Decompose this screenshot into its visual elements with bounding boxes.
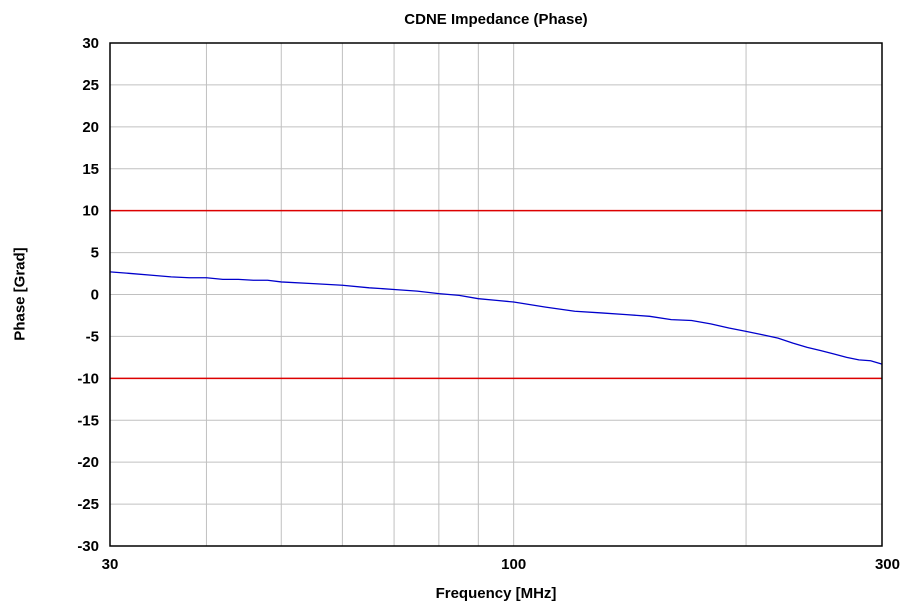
y-tick-label: -30 [77,538,99,555]
y-tick-label: 15 [82,161,99,178]
plot-frame [109,42,883,547]
y-axis-label: Phase [Grad] [11,247,29,341]
chart-title: CDNE Impedance (Phase) [404,11,588,28]
y-tick-label: -25 [77,496,99,513]
x-tick-label: 100 [501,556,526,573]
y-tick-label: 20 [82,119,99,136]
limit-lines [110,209,882,380]
y-tick-label: -10 [77,370,99,387]
data-series [109,271,883,365]
x-tick-label: 30 [102,556,119,573]
phase-series-line [109,271,883,365]
y-tick-label: 0 [91,287,99,304]
x-tick-label: 300 [875,556,900,573]
y-tick-label: -5 [86,328,99,345]
y-tick-label: -15 [77,412,99,429]
y-tick-labels: -30 -25 -20 -15 -10 -5 0 5 10 15 20 25 30 [77,35,99,555]
y-tick-label: 30 [82,35,99,52]
y-tick-label: 5 [91,245,99,262]
x-axis-label: Frequency [MHz] [435,585,557,602]
y-tick-label: -20 [77,454,99,471]
y-tick-label: 25 [82,77,99,94]
x-tick-labels: 30 100 300 [102,556,900,573]
grid-lines [110,43,882,546]
y-tick-label: 10 [82,203,99,220]
